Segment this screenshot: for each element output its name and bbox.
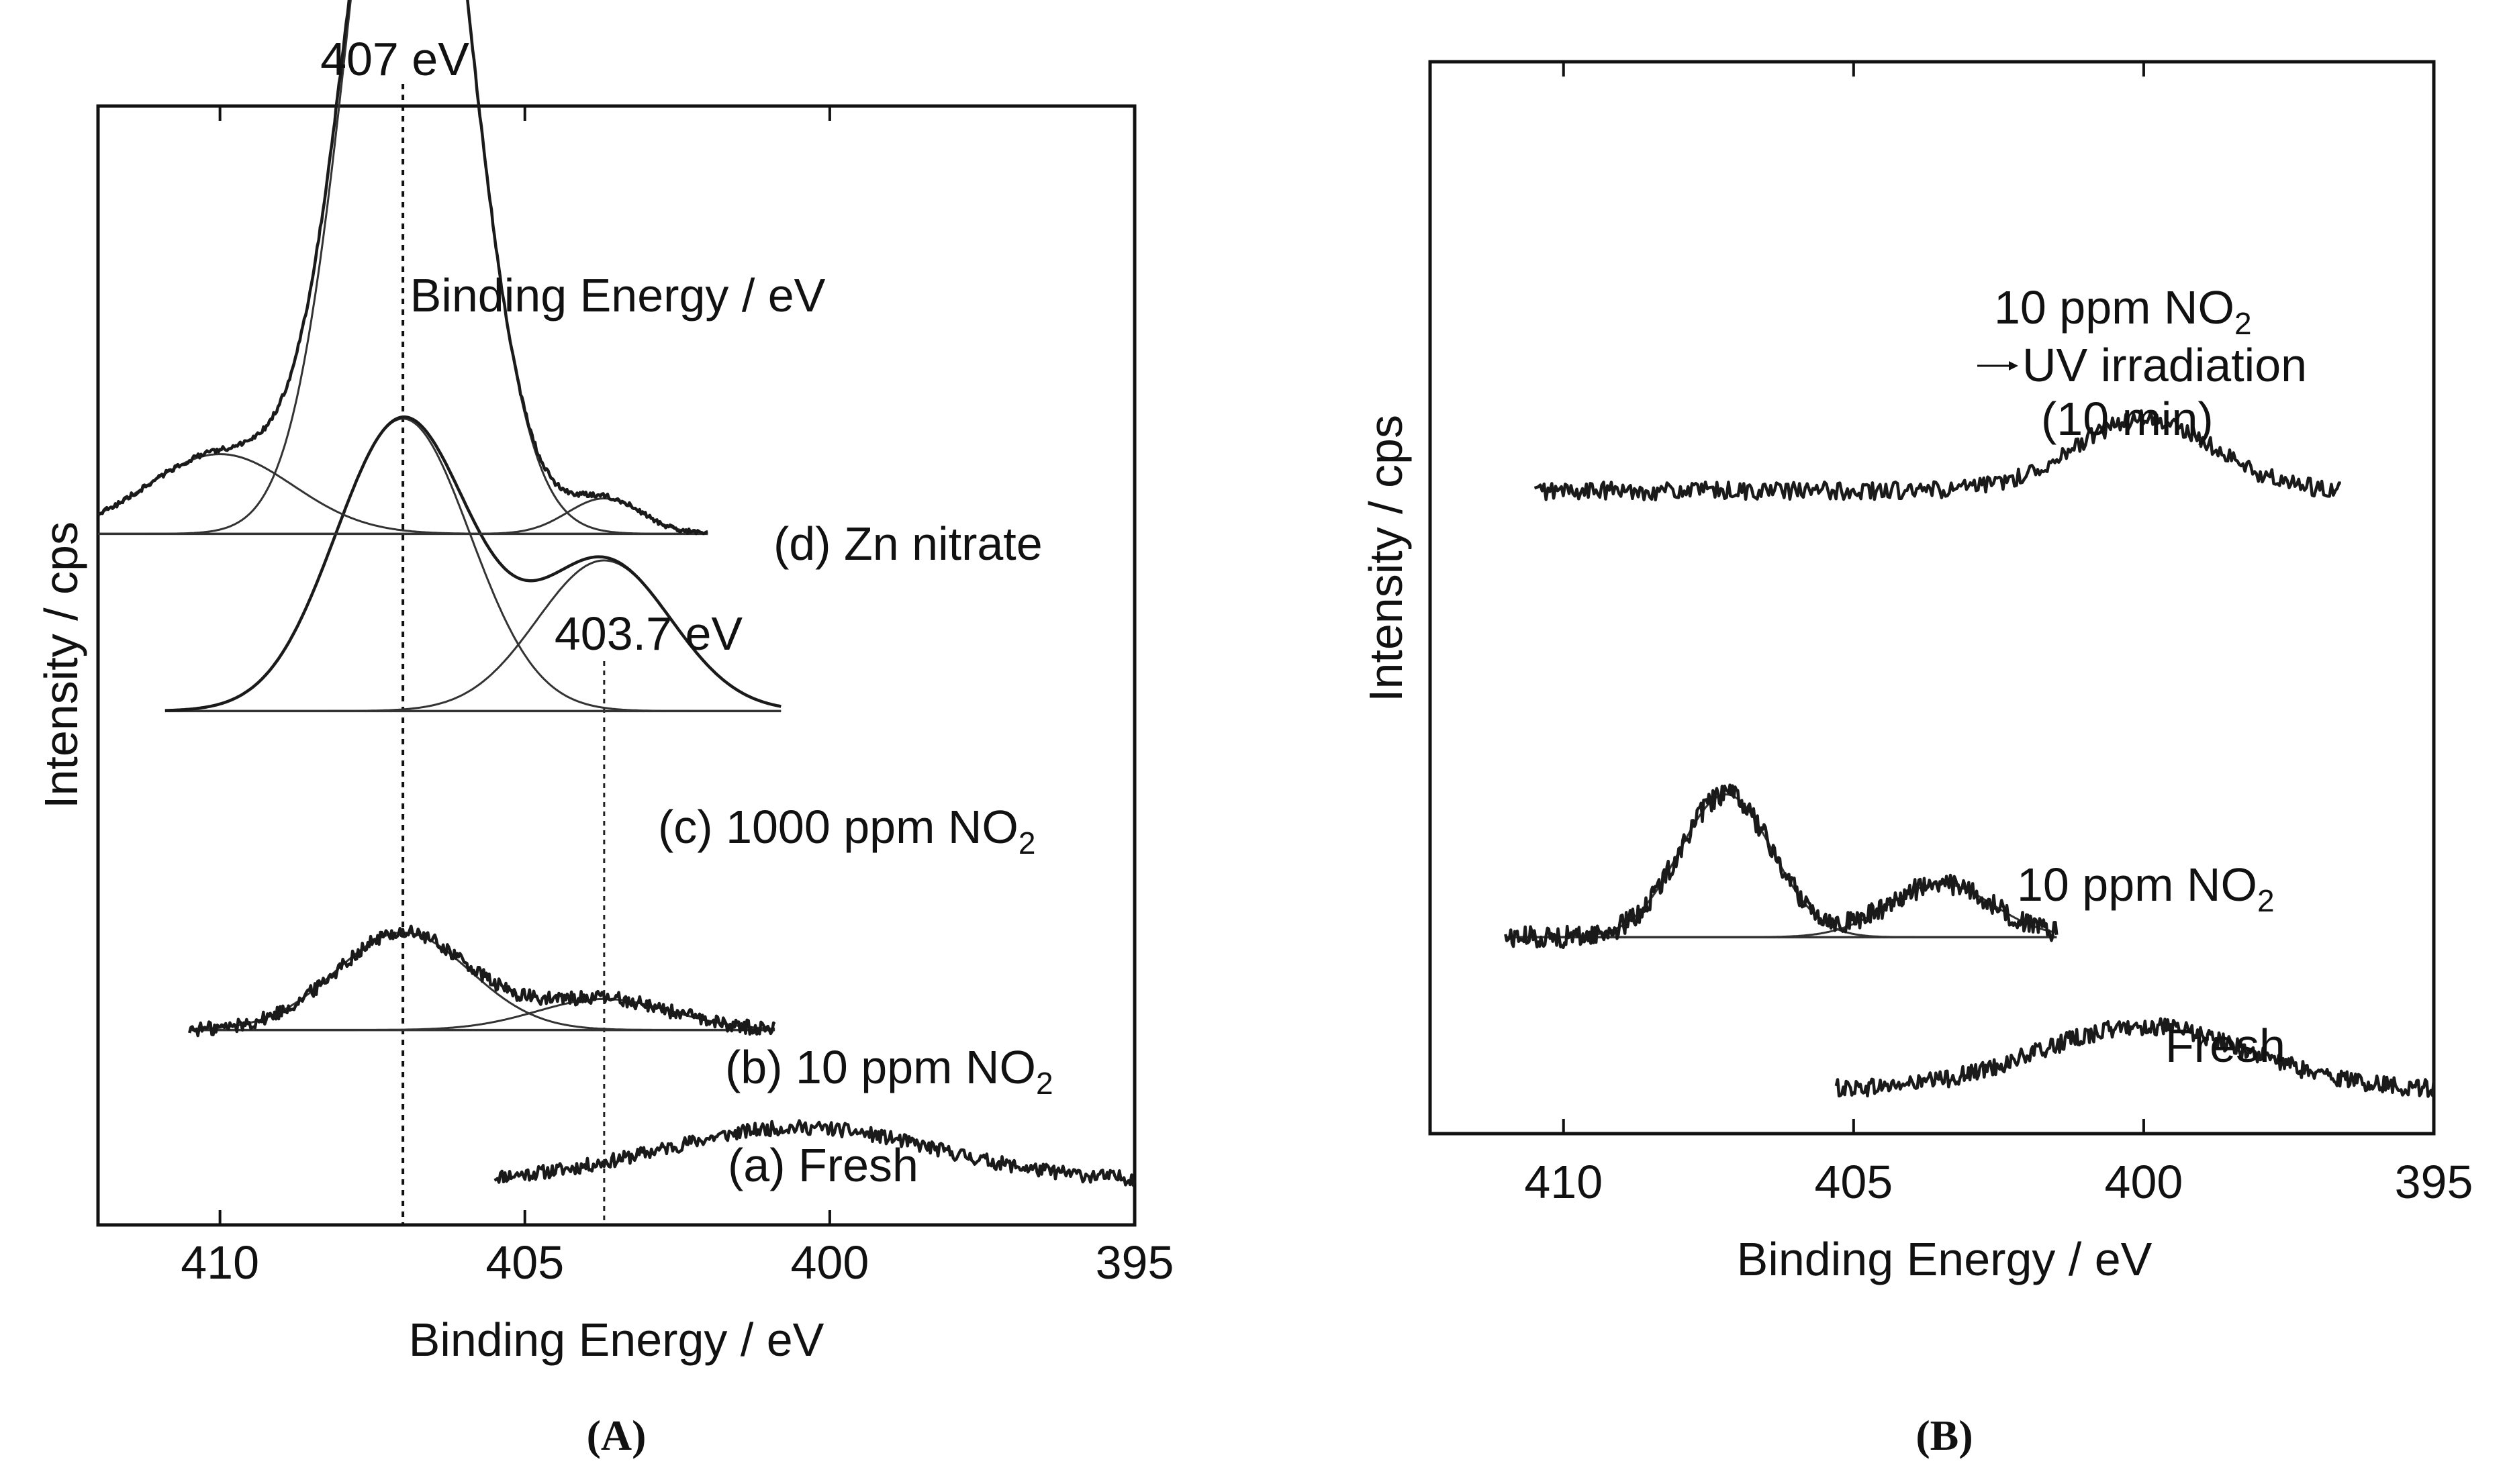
panel-a-ticks — [218, 106, 1136, 1225]
panel-b-label-uv-line1: 10 ppm NO2 — [1994, 281, 2252, 341]
panel-a-label-b-10ppm: (b) 10 ppm NO2 — [725, 1041, 1053, 1101]
panel-a-403-7ev-label: 403.7 eV — [555, 607, 743, 660]
panel-a-frame — [96, 104, 1137, 1227]
panel-b-label-fresh: Fresh — [2165, 1020, 2285, 1072]
panel-a-407ev-label: 407 eV — [320, 33, 469, 85]
panel-a-series — [97, 0, 1137, 1187]
panel-a-binding-energy-annotation: Binding Energy / eV — [410, 269, 826, 321]
panel-b-frame — [1428, 60, 2436, 1136]
panel-a-label-d-zn-nitrate: (d) Zn nitrate — [773, 517, 1043, 570]
panel-a-y-axis-label: Intensity / cps — [35, 522, 87, 809]
panel-a-reference-lines — [401, 84, 606, 1225]
panel-b-y-axis-label: Intensity / cps — [1360, 415, 1412, 702]
panel-b-label-10ppm: 10 ppm NO2 — [2017, 858, 2275, 918]
panel-a-label-a-fresh: (a) Fresh — [728, 1139, 918, 1191]
panel-b-series-1-trace — [1504, 783, 2059, 950]
panel-b-label-uv-line2: UV irradiation — [2022, 339, 2307, 391]
panel-b-uv-arrow-icon — [2009, 361, 2018, 370]
panel-b-x-axis-label: Binding Energy / eV — [1737, 1233, 2153, 1285]
panel-a-series-2-trace — [164, 415, 782, 712]
panel-a-x-axis-label: Binding Energy / eV — [409, 1314, 824, 1366]
panel-a-series-3-trace — [97, 0, 708, 536]
panel-b-tick-label-400: 400 — [2105, 1156, 2183, 1208]
panel-a-series-3-fit-peak-1 — [98, 0, 708, 535]
panel-a-series-3-fit-peak-2 — [98, 497, 708, 535]
panel-b: 410 405 400 395 Binding Energy / eV Inte… — [1360, 60, 2473, 1459]
panel-b-label-uv-line3: (10 min) — [2041, 393, 2214, 445]
panel-a-tick-label-400: 400 — [790, 1236, 869, 1289]
panel-b-caption: (B) — [1915, 1412, 1973, 1459]
panel-a: 410 405 400 395 Binding Energy / eV Inte… — [35, 0, 1174, 1459]
panel-b-tick-label-410: 410 — [1524, 1156, 1603, 1208]
panel-b-series — [1504, 409, 2436, 1098]
panel-b-series-2-trace — [1533, 409, 2341, 501]
panel-b-tick-label-405: 405 — [1814, 1156, 1893, 1208]
panel-a-tick-label-405: 405 — [485, 1236, 564, 1289]
panel-a-series-0-trace — [493, 1119, 1137, 1187]
panel-b-tick-label-395: 395 — [2395, 1156, 2473, 1208]
panel-a-tick-label-410: 410 — [181, 1236, 259, 1289]
panel-b-series-0-trace — [1834, 1017, 2436, 1098]
panel-a-series-1-trace — [188, 924, 776, 1038]
panel-a-series-2-fit-peak-0 — [164, 417, 782, 712]
panel-a-label-c-1000ppm: (c) 1000 ppm NO2 — [658, 801, 1035, 860]
panel-b-ticks — [1562, 62, 2435, 1134]
panel-a-caption: (A) — [587, 1412, 647, 1459]
panel-a-tick-label-395: 395 — [1096, 1236, 1174, 1289]
